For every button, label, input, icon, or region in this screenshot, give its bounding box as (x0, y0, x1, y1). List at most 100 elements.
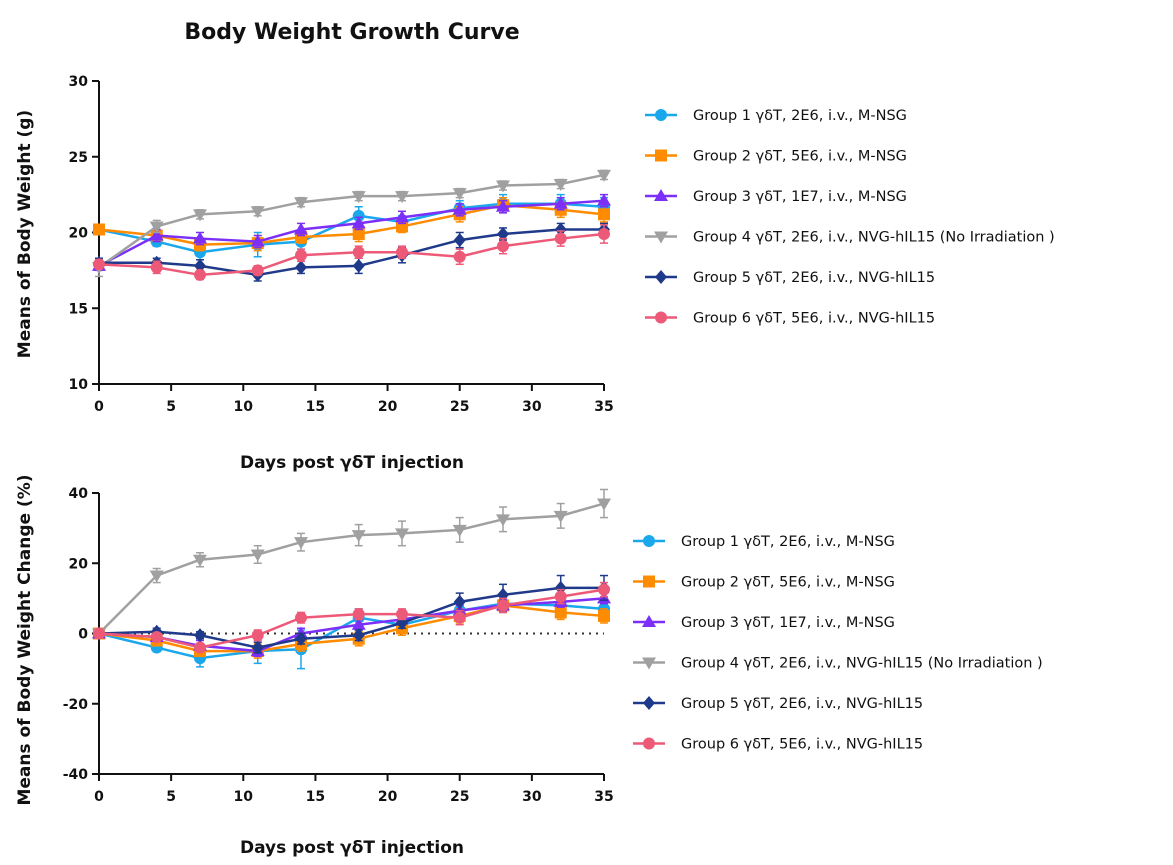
group-5-legend-entry: Group 5 γδT, 2E6, i.v., NVG-hIL15 (633, 696, 923, 712)
group-2-legend-entry: Group 2 γδT, 5E6, i.v., M-NSG (645, 149, 907, 165)
group-3-point (452, 202, 467, 215)
group-6-legend-label: Group 6 γδT, 5E6, i.v., NVG-hIL15 (693, 311, 935, 327)
group-6-point (295, 249, 307, 262)
group-4-legend-marker (642, 657, 656, 670)
group-3-point (597, 193, 611, 206)
group-6-point (554, 232, 567, 245)
group-4-point (193, 554, 207, 567)
group-4-point (193, 209, 207, 222)
group-6-point (194, 268, 206, 281)
group-4-point (351, 191, 366, 204)
group-2-series (93, 597, 610, 659)
group-1-legend-label: Group 1 γδT, 2E6, i.v., M-NSG (693, 108, 907, 124)
group-1-legend-label: Group 1 γδT, 2E6, i.v., M-NSG (681, 534, 895, 550)
group-4-point (452, 524, 467, 537)
group-3-legend-label: Group 3 γδT, 1E7, i.v., M-NSG (693, 189, 907, 205)
group-3-legend-entry: Group 3 γδT, 1E7, i.v., M-NSG (633, 615, 895, 631)
x-axis-title: Days post γδT injection (240, 453, 464, 473)
group-2-point (93, 223, 105, 236)
group-2-legend-entry: Group 2 γδT, 5E6, i.v., M-NSG (633, 575, 895, 591)
y-tick-label: 40 (69, 486, 89, 502)
group-2-legend-label: Group 2 γδT, 5E6, i.v., M-NSG (693, 149, 907, 165)
group-4-point (395, 528, 409, 541)
x-tick-label: 15 (306, 399, 325, 415)
group-3-point (351, 617, 366, 630)
group-6-series (93, 224, 610, 281)
group-2-point (598, 609, 610, 622)
group-3-line (98, 597, 605, 653)
group-6-point (598, 583, 610, 596)
group-1-legend-entry: Group 1 γδT, 2E6, i.v., M-NSG (645, 108, 907, 124)
group-4-point (553, 510, 568, 523)
group-5-point (194, 258, 206, 273)
group-5-legend-marker (643, 696, 655, 710)
y-tick-label: -20 (63, 697, 89, 713)
group-5-point (251, 640, 264, 655)
y-tick-label: 0 (78, 627, 88, 643)
group-4-point (395, 191, 409, 204)
body-weight-change-panel: Means of Body Weight Change (%) Days pos… (15, 474, 1043, 858)
chart-title: Body Weight Growth Curve (184, 20, 519, 45)
group-5-point (554, 222, 567, 237)
group-4-legend-entry: Group 4 γδT, 2E6, i.v., NVG-hIL15 (No Ir… (645, 230, 1055, 246)
group-6-point (93, 627, 105, 640)
x-tick-label: 30 (522, 399, 542, 415)
group-6-point (93, 258, 105, 271)
x-tick-label: 0 (94, 789, 104, 805)
group-3-point (395, 210, 409, 223)
y-tick-label: 15 (69, 301, 88, 317)
group-6-point (497, 599, 509, 612)
group-3-legend-entry: Group 3 γδT, 1E7, i.v., M-NSG (645, 189, 907, 205)
x-tick-label: 10 (234, 789, 254, 805)
group-6-point (396, 608, 408, 621)
y-tick-label: 20 (69, 226, 89, 242)
group-2-point (352, 228, 365, 241)
group-4-point (597, 498, 611, 511)
group-6-point (554, 590, 567, 603)
group-4-legend-label: Group 4 γδT, 2E6, i.v., NVG-hIL15 (No Ir… (693, 230, 1055, 246)
x-tick-label: 20 (378, 399, 398, 415)
group-4-point (452, 188, 467, 201)
group-5-point (295, 631, 307, 646)
group-5-point (352, 628, 365, 643)
x-tick-label: 35 (594, 399, 613, 415)
group-3-point (294, 222, 308, 235)
y-tick-label: 25 (69, 150, 88, 166)
group-2-legend-marker (655, 149, 667, 162)
group-1-line (98, 602, 605, 660)
group-6-point (598, 228, 610, 241)
group-6-series (93, 581, 610, 654)
group-1-point (352, 209, 365, 222)
x-tick-label: 0 (94, 399, 104, 415)
group-4-series (92, 169, 611, 278)
group-4-point (250, 206, 265, 219)
group-5-point (554, 580, 567, 595)
x-tick-label: 10 (234, 399, 254, 415)
y-tick-label: 30 (69, 74, 89, 90)
group-6-point (352, 246, 365, 259)
group-3-point (496, 199, 510, 212)
group-6-point (150, 261, 163, 274)
group-5-legend-marker (655, 270, 667, 284)
group-4-point (351, 530, 366, 543)
group-6-point (453, 611, 466, 624)
group-4-series (92, 488, 611, 641)
group-3-legend-marker (642, 615, 656, 627)
group-3-legend-label: Group 3 γδT, 1E7, i.v., M-NSG (681, 615, 895, 631)
group-6-point (251, 264, 264, 277)
group-6-legend-entry: Group 6 γδT, 5E6, i.v., NVG-hIL15 (633, 737, 923, 753)
x-tick-label: 35 (594, 789, 613, 805)
group-3-point (149, 228, 164, 241)
group-6-legend-marker (643, 737, 655, 750)
group-2-legend-label: Group 2 γδT, 5E6, i.v., M-NSG (681, 575, 895, 591)
group-4-legend-entry: Group 4 γδT, 2E6, i.v., NVG-hIL15 (No Ir… (633, 656, 1043, 672)
group-4-point (250, 549, 265, 562)
group-6-point (295, 611, 307, 624)
group-6-point (251, 629, 264, 642)
group-4-point (149, 221, 164, 234)
x-tick-label: 20 (378, 789, 398, 805)
group-6-legend-label: Group 6 γδT, 5E6, i.v., NVG-hIL15 (681, 737, 923, 753)
group-1-legend-marker (655, 109, 667, 121)
group-4-legend-marker (654, 231, 668, 244)
